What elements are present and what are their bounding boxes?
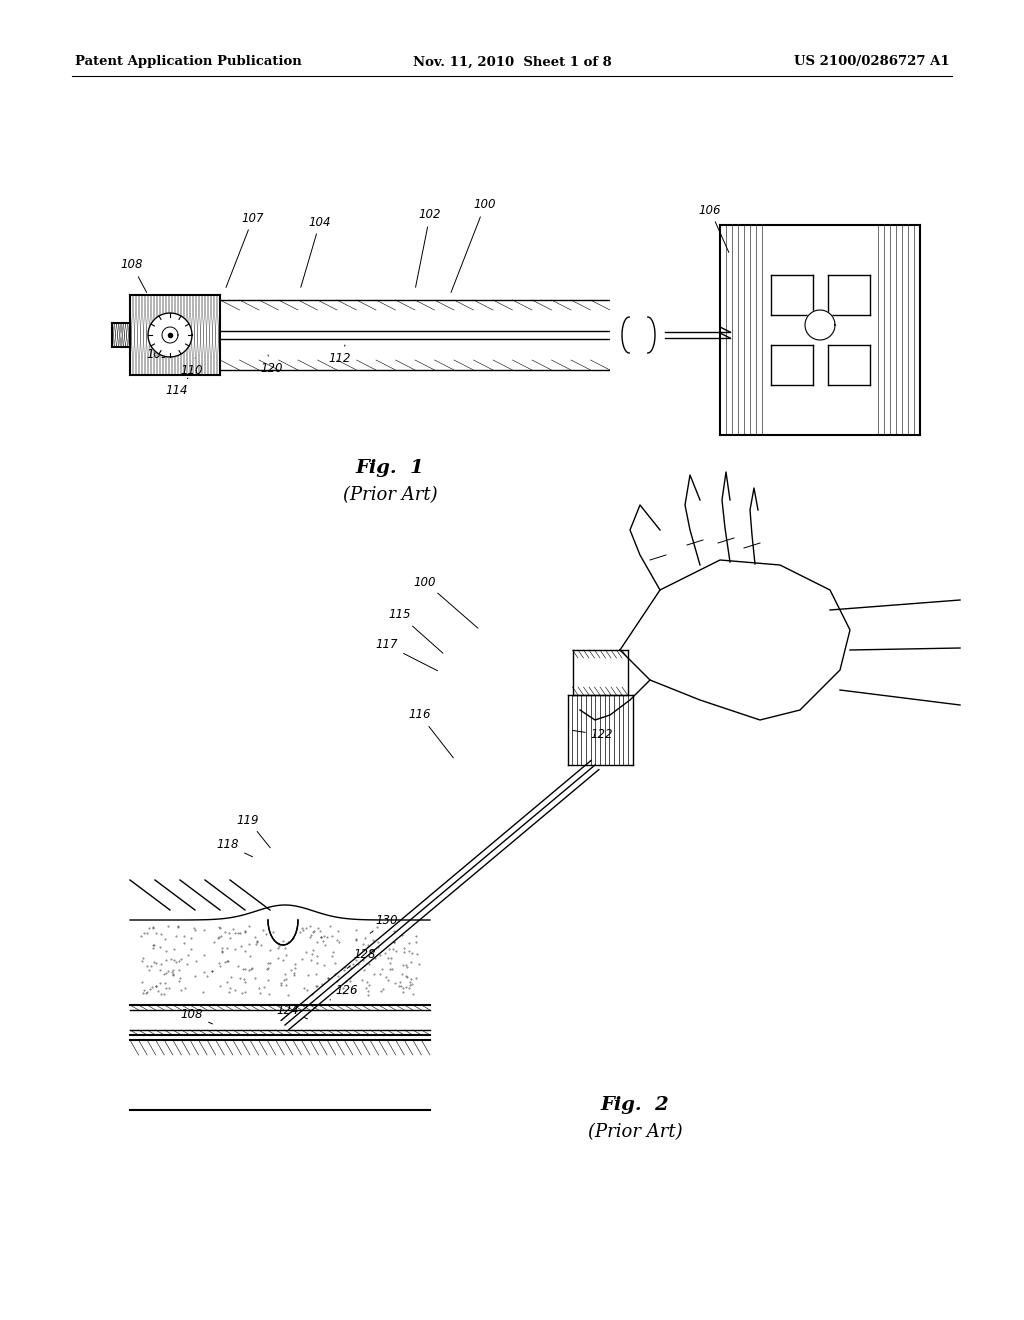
Text: 109: 109 bbox=[146, 342, 170, 362]
Text: 100: 100 bbox=[451, 198, 497, 293]
Text: 108: 108 bbox=[121, 259, 146, 293]
Text: 114: 114 bbox=[166, 378, 188, 396]
Text: 122: 122 bbox=[572, 729, 613, 742]
Text: 120: 120 bbox=[261, 355, 284, 375]
Text: 119: 119 bbox=[237, 813, 270, 847]
Text: 118: 118 bbox=[217, 838, 253, 857]
Text: Patent Application Publication: Patent Application Publication bbox=[75, 55, 302, 69]
Text: 116: 116 bbox=[409, 709, 454, 758]
Text: 115: 115 bbox=[389, 609, 443, 653]
Text: 100: 100 bbox=[414, 576, 478, 628]
Text: 110: 110 bbox=[181, 358, 203, 376]
Text: 112: 112 bbox=[329, 345, 351, 364]
Circle shape bbox=[805, 310, 835, 341]
Bar bbox=[610, 294, 660, 375]
Text: 106: 106 bbox=[698, 203, 729, 252]
Text: 124: 124 bbox=[276, 1003, 307, 1019]
Text: Fig.  1: Fig. 1 bbox=[355, 459, 424, 477]
Text: 126: 126 bbox=[330, 983, 358, 1001]
Text: 117: 117 bbox=[376, 639, 437, 671]
Text: 104: 104 bbox=[301, 215, 331, 288]
Text: 108: 108 bbox=[181, 1008, 212, 1024]
Text: US 2100/0286727 A1: US 2100/0286727 A1 bbox=[795, 55, 950, 69]
Text: 130: 130 bbox=[371, 913, 398, 933]
Text: Fig.  2: Fig. 2 bbox=[601, 1096, 670, 1114]
Text: (Prior Art): (Prior Art) bbox=[588, 1123, 682, 1140]
Text: Nov. 11, 2010  Sheet 1 of 8: Nov. 11, 2010 Sheet 1 of 8 bbox=[413, 55, 611, 69]
Text: (Prior Art): (Prior Art) bbox=[343, 486, 437, 504]
Text: 107: 107 bbox=[226, 211, 264, 288]
Text: 128: 128 bbox=[347, 949, 376, 969]
Text: 102: 102 bbox=[416, 209, 441, 288]
Circle shape bbox=[148, 313, 193, 356]
